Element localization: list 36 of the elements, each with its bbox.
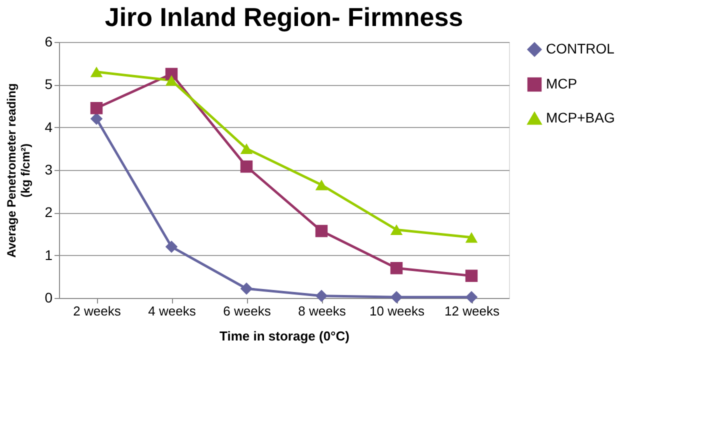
point bbox=[315, 290, 328, 302]
y-tick-label: 2 bbox=[44, 204, 53, 220]
point bbox=[240, 143, 253, 154]
point bbox=[240, 160, 253, 173]
legend-label: MCP bbox=[546, 76, 578, 92]
x-tick-label: 10 weeks bbox=[370, 304, 425, 318]
point bbox=[465, 291, 478, 304]
point bbox=[90, 112, 103, 125]
x-tick-label: 8 weeks bbox=[298, 304, 346, 318]
point bbox=[240, 282, 253, 295]
point bbox=[90, 66, 103, 78]
point bbox=[90, 102, 103, 114]
y-tick-label: 5 bbox=[44, 76, 53, 92]
point bbox=[165, 75, 178, 86]
point bbox=[165, 240, 178, 253]
point bbox=[465, 270, 478, 282]
legend-label: MCP+BAG bbox=[546, 110, 615, 126]
y-tick-label: 0 bbox=[44, 290, 53, 306]
x-tick-label: 4 weeks bbox=[148, 304, 196, 318]
point bbox=[390, 291, 403, 304]
point bbox=[315, 180, 328, 190]
y-tick-label: 3 bbox=[44, 162, 53, 178]
point bbox=[315, 224, 328, 238]
x-tick-label: 12 weeks bbox=[444, 304, 500, 318]
point bbox=[465, 232, 478, 243]
legend-label: CONTROL bbox=[546, 40, 615, 56]
x-tick-label: 2 weeks bbox=[73, 304, 122, 318]
y-tick-label: 4 bbox=[44, 118, 53, 135]
point bbox=[390, 224, 403, 236]
chart-title: Jiro Inland Region- Firmness bbox=[104, 2, 464, 32]
y-tick-label: 6 bbox=[44, 34, 53, 50]
x-tick-label: 6 weeks bbox=[223, 304, 272, 318]
x-axis-title: Time in storage (0°C) bbox=[220, 328, 350, 344]
point bbox=[390, 262, 403, 274]
y-axis-title: Average Penetrometer reading (kg f/cm²) bbox=[4, 83, 33, 258]
y-tick-label: 1 bbox=[44, 246, 53, 263]
